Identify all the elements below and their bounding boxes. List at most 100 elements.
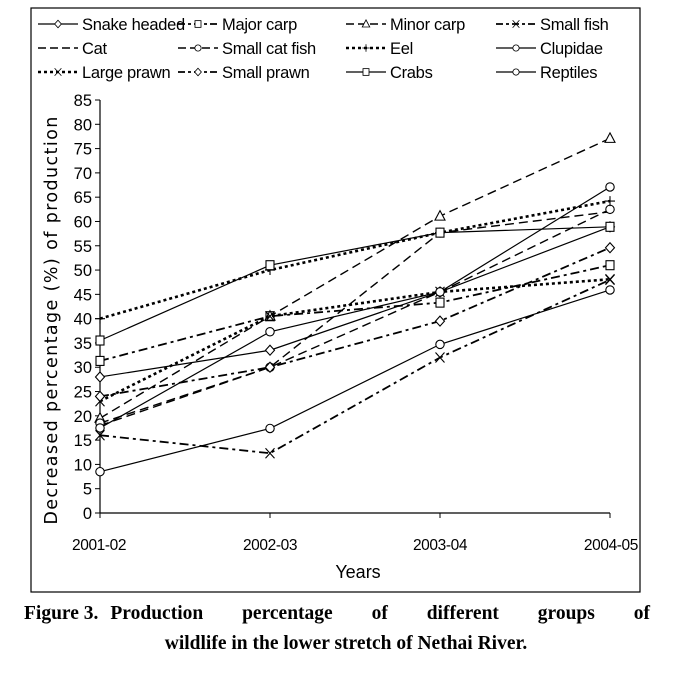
data-point-clupidae bbox=[435, 339, 445, 350]
data-point-major-carp bbox=[95, 355, 105, 366]
y-tick-label: 70 bbox=[74, 165, 92, 183]
y-tick-label: 20 bbox=[74, 408, 92, 426]
series-cat bbox=[99, 211, 611, 427]
series-line-eel bbox=[99, 199, 611, 320]
data-point-small-prawn bbox=[434, 315, 446, 327]
data-point-small-fish bbox=[435, 352, 445, 363]
legend-marker-eel bbox=[362, 44, 370, 52]
data-point-small-prawn bbox=[264, 361, 276, 374]
legend-item-reptiles: Reptiles bbox=[496, 64, 598, 82]
y-tick-label: 60 bbox=[74, 213, 92, 231]
series-line-small-prawn bbox=[99, 246, 611, 398]
x-tick-label: 2002-03 bbox=[243, 537, 297, 554]
legend-marker-reptiles bbox=[512, 68, 520, 76]
y-tick-label: 40 bbox=[74, 311, 92, 329]
figure-caption-line2: wildlife in the lower stretch of Nethai … bbox=[164, 633, 528, 654]
data-point-eel bbox=[605, 196, 615, 207]
data-point-small-fish bbox=[265, 447, 275, 459]
x-tick-label: 2003-04 bbox=[413, 537, 468, 554]
legend-label: Reptiles bbox=[540, 64, 597, 82]
y-tick-label: 50 bbox=[74, 262, 92, 280]
y-tick-label: 80 bbox=[74, 116, 92, 134]
series-line-minor-carp bbox=[99, 137, 611, 419]
legend-label: Crabs bbox=[390, 64, 433, 82]
data-point-large-prawn bbox=[605, 273, 615, 285]
series-line-reptiles bbox=[99, 186, 611, 429]
series-line-small-cat-fish bbox=[99, 208, 611, 424]
legend-item-cat: Cat bbox=[38, 40, 108, 58]
legend-marker-small-cat-fish bbox=[194, 44, 202, 52]
series-small-fish bbox=[95, 274, 615, 459]
series-group bbox=[94, 131, 616, 477]
y-tick-label: 5 bbox=[83, 481, 92, 499]
data-point-major-carp bbox=[435, 297, 445, 308]
data-point-snake-headed bbox=[264, 344, 276, 357]
legend-item-snake-headed: Snake headed bbox=[38, 16, 185, 34]
data-point-clupidae bbox=[95, 466, 105, 477]
series-reptiles bbox=[95, 182, 615, 433]
data-point-crabs bbox=[95, 335, 105, 346]
data-point-small-cat-fish bbox=[605, 204, 615, 215]
plot-area: 0 5 10 15 20 25 30 35 40 45 50 55 60 65 70 75 80 85 2001-… bbox=[72, 92, 638, 554]
data-point-crabs bbox=[265, 260, 275, 271]
series-eel bbox=[95, 196, 615, 324]
legend-label: Clupidae bbox=[540, 40, 603, 58]
data-point-snake-headed bbox=[94, 371, 106, 383]
data-point-reptiles bbox=[605, 182, 615, 192]
y-tick-label: 15 bbox=[74, 432, 92, 450]
y-tick-label: 55 bbox=[74, 238, 92, 256]
x-tick-label: 2001-02 bbox=[72, 537, 126, 554]
data-point-reptiles bbox=[435, 287, 445, 297]
series-small-cat-fish bbox=[95, 204, 615, 428]
y-tick-label: 85 bbox=[74, 92, 92, 110]
legend-marker-clupidae bbox=[512, 44, 520, 52]
y-tick-label: 45 bbox=[74, 286, 92, 304]
series-small-prawn bbox=[94, 241, 616, 403]
legend-label: Eel bbox=[390, 40, 413, 58]
data-point-clupidae bbox=[605, 285, 615, 295]
figure-caption-line1: Figure 3. Production percentage of diffe… bbox=[24, 603, 650, 625]
y-tick-label: 75 bbox=[74, 141, 92, 159]
data-point-crabs bbox=[435, 227, 445, 238]
legend-marker-small-fish bbox=[512, 19, 520, 29]
y-tick-label: 0 bbox=[83, 505, 92, 523]
legend-item-major-carp: Major carp bbox=[178, 16, 297, 34]
data-point-major-carp bbox=[605, 260, 615, 271]
legend-item-minor-carp: Minor carp bbox=[346, 16, 465, 34]
x-ticks: 2001-02 2002-03 2003-04 2004-05 bbox=[72, 513, 638, 554]
legend-label: Small prawn bbox=[222, 64, 310, 82]
legend-label: Large prawn bbox=[82, 64, 171, 82]
legend-item-eel: Eel bbox=[346, 40, 413, 58]
series-line-clupidae bbox=[99, 289, 611, 473]
legend-marker-small-prawn bbox=[194, 67, 202, 77]
data-point-clupidae bbox=[265, 423, 275, 434]
legend-marker-minor-carp bbox=[361, 18, 371, 28]
series-minor-carp bbox=[94, 131, 616, 423]
legend-item-large-prawn: Large prawn bbox=[38, 64, 171, 82]
data-point-eel bbox=[95, 313, 105, 324]
y-tick-label: 35 bbox=[74, 335, 92, 353]
series-line-small-fish bbox=[99, 278, 611, 455]
legend-marker-crabs bbox=[362, 68, 370, 76]
legend-marker-large-prawn bbox=[54, 67, 62, 77]
legend-marker-snake-headed bbox=[54, 19, 62, 29]
data-point-reptiles bbox=[95, 423, 105, 433]
data-point-crabs bbox=[605, 221, 615, 232]
y-tick-label: 30 bbox=[74, 359, 92, 377]
y-ticks: 0 5 10 15 20 25 30 35 40 45 50 55 60 65 70 75 80 85 bbox=[74, 92, 100, 523]
data-point-small-fish bbox=[95, 429, 105, 441]
series-line-cat bbox=[99, 211, 611, 427]
y-axis-label: Decreased percentage (%) of production bbox=[42, 115, 62, 524]
series-crabs bbox=[95, 221, 615, 346]
data-point-reptiles bbox=[265, 327, 275, 337]
legend-label: Small cat fish bbox=[222, 40, 316, 58]
legend-item-small-prawn: Small prawn bbox=[178, 64, 310, 82]
legend-label: Snake headed bbox=[82, 16, 185, 34]
figure-caption-text: Production percentage of different group… bbox=[110, 603, 650, 624]
series-clupidae bbox=[95, 285, 615, 477]
series-snake-headed bbox=[94, 220, 616, 383]
data-point-small-prawn bbox=[604, 241, 616, 254]
x-axis-label: Years bbox=[335, 562, 380, 582]
legend-label: Major carp bbox=[222, 16, 297, 34]
